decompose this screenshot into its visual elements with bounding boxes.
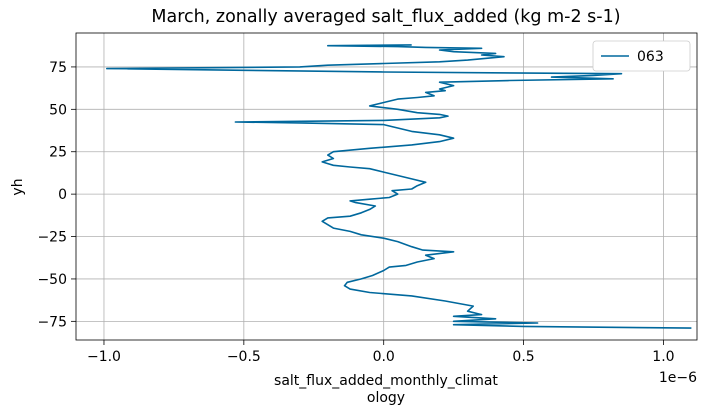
legend: 063 bbox=[592, 40, 691, 72]
x-tick-label: 0.5 bbox=[512, 349, 534, 365]
chart-title: March, zonally averaged salt_flux_added … bbox=[151, 7, 620, 27]
x-tick-label: −1.0 bbox=[87, 349, 121, 365]
grid-lines bbox=[76, 33, 697, 340]
x-tick-label: 0.0 bbox=[373, 349, 395, 365]
series-line-063 bbox=[106, 44, 692, 329]
y-axis-label: yh bbox=[10, 178, 26, 195]
y-tick-label: −50 bbox=[37, 272, 67, 288]
plot-frame bbox=[75, 32, 698, 341]
y-tick-label: −75 bbox=[37, 314, 67, 330]
y-tick-label: −25 bbox=[37, 230, 67, 246]
legend-series-label: 063 bbox=[637, 49, 664, 65]
y-tick-label: 0 bbox=[58, 187, 67, 203]
x-tick-label: 1.0 bbox=[652, 349, 674, 365]
x-axis-label-line1: salt_flux_added_monthly_climat bbox=[274, 373, 498, 389]
y-tick-label: 25 bbox=[49, 145, 67, 161]
y-tick-label: 50 bbox=[49, 102, 67, 118]
series-layer bbox=[106, 44, 692, 329]
legend-box bbox=[592, 40, 691, 72]
y-tick-label: 75 bbox=[49, 60, 67, 76]
axis-ticks: −1.0 −0.5 0.0 0.5 1.0 −75 −50 −25 0 25 50 75 bbox=[37, 60, 674, 365]
x-scale-offset-label: 1e−6 bbox=[659, 370, 697, 386]
x-axis-label-line2: ology bbox=[367, 390, 405, 406]
x-tick-label: −0.5 bbox=[227, 349, 261, 365]
